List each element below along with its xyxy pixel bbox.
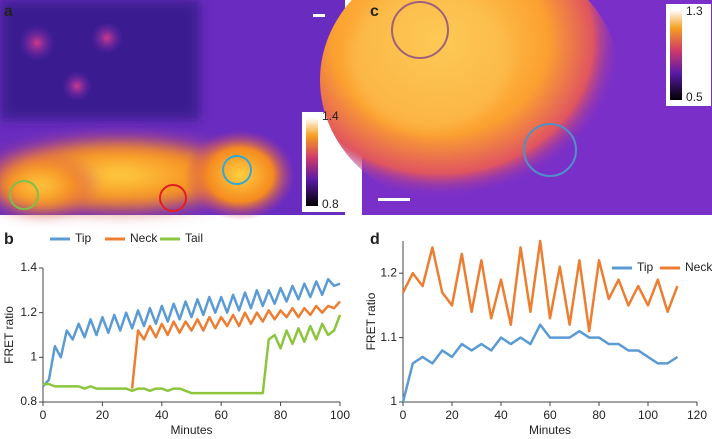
legend-label: Tip <box>75 231 92 245</box>
x-tick-label: 40 <box>494 408 508 422</box>
series-line <box>42 277 341 388</box>
colorbar-label: 1.4 <box>322 109 339 123</box>
panel-label: a <box>4 3 13 20</box>
series-line <box>401 239 679 333</box>
legend-label: Tail <box>185 231 203 245</box>
x-tick-label: 60 <box>543 408 557 422</box>
colorbar-label: 1.3 <box>686 4 703 18</box>
x-tick-label: 20 <box>445 408 459 422</box>
series-line <box>130 300 341 389</box>
panel-label: b <box>4 231 14 248</box>
y-axis-title: FRET ratio <box>364 292 378 350</box>
legend-label: Neck <box>685 260 712 274</box>
y-tick-label: 0.8 <box>20 394 37 408</box>
x-tick-label: 60 <box>215 408 229 422</box>
legend-label: Neck <box>130 231 158 245</box>
legend-label: Tip <box>637 260 654 274</box>
x-tick-label: 100 <box>330 408 350 422</box>
x-tick-label: 100 <box>638 408 658 422</box>
x-tick-label: 80 <box>274 408 288 422</box>
y-tick-label: 1.2 <box>380 265 397 279</box>
y-tick-label: 1.4 <box>20 260 37 274</box>
x-axis-title: Minutes <box>170 423 212 437</box>
x-tick-label: 80 <box>592 408 606 422</box>
y-tick-label: 1 <box>390 394 397 408</box>
x-axis-title: Minutes <box>529 423 571 437</box>
colorbar-label: 0.8 <box>322 197 339 211</box>
image-a <box>0 0 345 220</box>
y-tick-label: 1 <box>30 350 37 364</box>
panel-label: c <box>370 3 379 20</box>
y-axis-title: FRET ratio <box>2 306 16 364</box>
y-tick-label: 1.2 <box>20 305 37 319</box>
image-c <box>320 0 712 215</box>
x-tick-label: 20 <box>96 408 110 422</box>
x-tick-label: 0 <box>400 408 407 422</box>
x-tick-label: 40 <box>155 408 169 422</box>
colorbar-label: 0.5 <box>686 90 703 104</box>
x-tick-label: 120 <box>687 408 707 422</box>
series-line <box>401 323 679 403</box>
series-line <box>43 314 342 395</box>
panel-label: d <box>370 231 380 248</box>
y-tick-label: 1.1 <box>380 330 397 344</box>
x-tick-label: 0 <box>40 408 47 422</box>
